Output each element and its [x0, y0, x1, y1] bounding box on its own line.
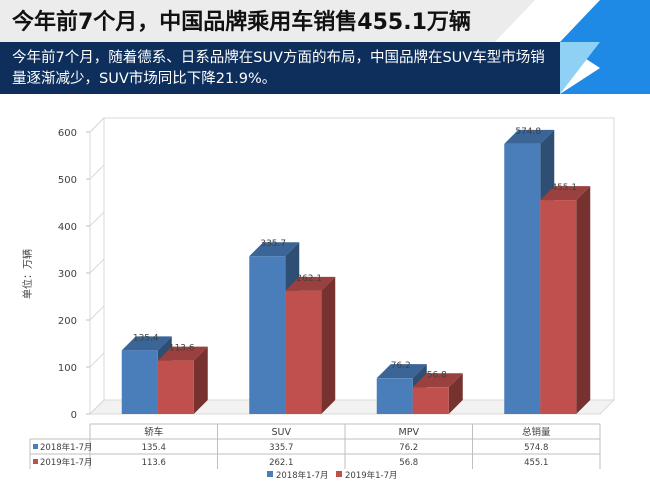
- bar: [121, 350, 158, 414]
- header-light-slant: [560, 42, 600, 94]
- category-label: 轿车: [144, 426, 163, 438]
- table-legend-key: [33, 444, 38, 449]
- legend-label: 2018年1-7月: [276, 470, 329, 481]
- bar: [157, 360, 194, 414]
- bar-side: [193, 346, 208, 414]
- bar-top: [412, 373, 463, 388]
- bar-top: [121, 336, 172, 351]
- bar-top: [376, 364, 427, 379]
- data-label: 335.7: [260, 239, 286, 249]
- table-cell: 574.8: [524, 443, 548, 453]
- legend-key: [336, 471, 342, 477]
- table-legend-key: [33, 459, 38, 464]
- y-tick-label: 300: [58, 269, 77, 280]
- data-label: 113.6: [169, 344, 195, 354]
- table-cell: 76.2: [399, 443, 418, 453]
- data-label: 135.4: [133, 333, 159, 343]
- header: 今年前7个月，中国品牌乘用车销售455.1万辆 今年前7个月，随着德系、日系品牌…: [0, 0, 650, 94]
- table-cell: 135.4: [142, 443, 166, 453]
- bar-top: [249, 242, 300, 257]
- table-series-name: 2019年1-7月: [40, 457, 93, 468]
- bar-top: [157, 346, 208, 361]
- table-cell: 56.8: [399, 458, 418, 468]
- data-label: 262.1: [296, 274, 322, 284]
- subtitle-band: [0, 42, 560, 94]
- bar-side: [448, 373, 463, 414]
- header-white-slant: [495, 0, 600, 42]
- category-label: MPV: [399, 427, 420, 438]
- bar: [285, 290, 322, 414]
- category-label: 总销量: [522, 426, 551, 438]
- bar: [412, 387, 449, 414]
- y-tick-diagonal: [89, 117, 105, 133]
- y-tick-diagonal: [89, 305, 105, 321]
- table-cell: 335.7: [269, 443, 293, 453]
- header-decoration: [495, 0, 650, 94]
- table-series-name: 2018年1-7月: [40, 442, 93, 453]
- page-subtitle: 今年前7个月，随着德系、日系品牌在SUV方面的布局，中国品牌在SUV车型市场销量…: [12, 50, 545, 87]
- y-tick-label: 500: [58, 175, 77, 186]
- bar: [376, 378, 413, 414]
- bar-top: [540, 186, 591, 201]
- bar: [249, 256, 286, 414]
- y-tick-label: 600: [58, 128, 77, 139]
- y-tick-label: 100: [58, 363, 77, 374]
- page-title: 今年前7个月，中国品牌乘用车销售455.1万辆: [12, 10, 471, 35]
- table-cell: 113.6: [142, 458, 166, 468]
- data-label: 56.8: [427, 370, 447, 380]
- y-tick-label: 0: [71, 410, 77, 421]
- bar: [540, 200, 577, 414]
- header-blue-slant: [560, 0, 650, 42]
- data-label: 76.2: [391, 361, 411, 371]
- legend-label: 2019年1-7月: [345, 470, 398, 481]
- table-cell: 262.1: [269, 458, 293, 468]
- y-axis-title: 单位：万辆: [21, 249, 34, 299]
- y-tick-diagonal: [89, 164, 105, 180]
- sales-chart: 0 100 200 300 400 500 600 单位：万辆 135.4 113.6 335.7 2…: [21, 116, 616, 481]
- y-tick-label: 400: [58, 222, 77, 233]
- bar-top: [285, 276, 336, 291]
- bar-side: [321, 276, 336, 414]
- table-cell: 455.1: [524, 458, 548, 468]
- category-label: SUV: [272, 427, 292, 438]
- y-tick-diagonal: [89, 258, 105, 274]
- data-label: 455.1: [551, 183, 577, 193]
- bar: [504, 143, 541, 414]
- y-tick-diagonal: [89, 352, 105, 368]
- legend-key: [267, 471, 273, 477]
- y-tick-diagonal: [89, 399, 105, 415]
- bar-side: [576, 186, 591, 414]
- y-tick-label: 200: [58, 316, 77, 327]
- data-label: 574.8: [515, 127, 541, 137]
- y-tick-diagonal: [89, 211, 105, 227]
- bar-top: [504, 129, 555, 144]
